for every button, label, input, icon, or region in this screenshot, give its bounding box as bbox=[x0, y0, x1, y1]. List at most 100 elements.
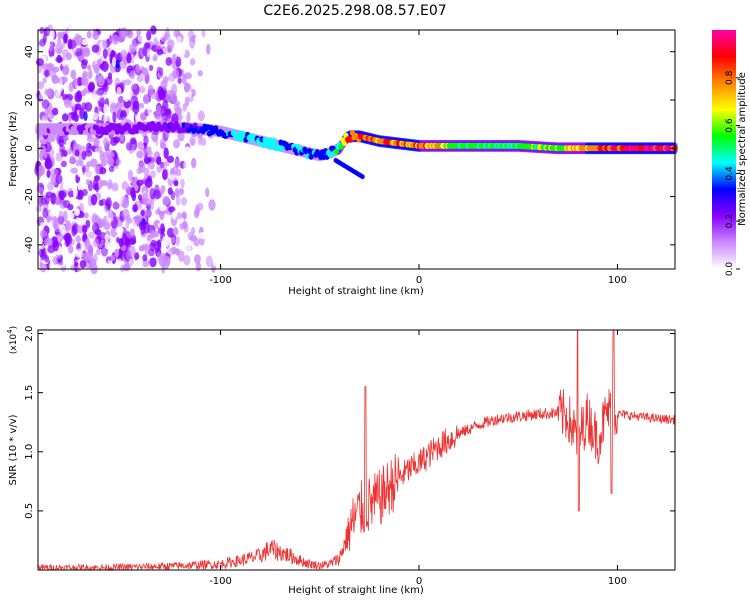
heatmap-x-tick-label: 0 bbox=[416, 275, 422, 286]
heatmap-noise-cell bbox=[101, 60, 109, 73]
heatmap-noise-cell bbox=[87, 64, 92, 71]
heatmap-noise-cell bbox=[98, 199, 104, 207]
heatmap-noise-cell bbox=[102, 28, 109, 41]
heatmap-noise-cell bbox=[56, 54, 62, 64]
heatmap-noise-cell bbox=[162, 195, 170, 205]
heatmap-ridge-cell bbox=[272, 137, 278, 144]
heatmap-noise-cell bbox=[136, 168, 143, 175]
heatmap-noise-cell bbox=[164, 255, 171, 267]
heatmap-noise-cell bbox=[125, 142, 133, 151]
heatmap-noise-cell bbox=[203, 71, 210, 84]
heatmap-noise-cell bbox=[69, 155, 76, 164]
heatmap-noise-cell bbox=[117, 164, 124, 172]
heatmap-noise-cell bbox=[39, 221, 45, 231]
snr-background bbox=[38, 330, 675, 570]
heatmap-noise-cell bbox=[112, 111, 117, 124]
heatmap-noise-cell bbox=[174, 158, 180, 170]
heatmap-noise-cell bbox=[190, 138, 195, 147]
heatmap-noise-cell bbox=[186, 203, 192, 216]
heatmap-noise-cell bbox=[90, 93, 97, 105]
heatmap-noise-cell bbox=[162, 169, 168, 181]
heatmap-noise-cell bbox=[72, 55, 79, 66]
heatmap-noise-cell bbox=[123, 79, 132, 86]
heatmap-noise-cell bbox=[119, 60, 128, 70]
heatmap-noise-cell bbox=[129, 43, 137, 53]
heatmap-noise-cell bbox=[172, 53, 177, 61]
heatmap-noise-cell bbox=[44, 255, 50, 263]
heatmap-noise-cell bbox=[74, 149, 80, 157]
heatmap-noise-cell bbox=[221, 235, 229, 246]
heatmap-noise-cell bbox=[167, 187, 173, 195]
heatmap-noise-cell bbox=[198, 164, 203, 173]
heatmap-noise-cell bbox=[129, 228, 135, 237]
heatmap-noise-cell bbox=[116, 193, 124, 205]
heatmap-noise-cell bbox=[57, 37, 62, 45]
heatmap-noise-cell bbox=[136, 150, 144, 159]
heatmap-noise-cell bbox=[196, 185, 203, 195]
heatmap-noise-cell bbox=[49, 219, 54, 227]
heatmap-noise-cell bbox=[148, 248, 155, 257]
heatmap-ridge-tail bbox=[360, 174, 365, 180]
heatmap-ridge-cell bbox=[168, 121, 174, 128]
heatmap-noise-cell bbox=[70, 264, 76, 272]
colorbar-tick-label: 0.4 bbox=[725, 166, 735, 181]
heatmap-noise-cell bbox=[97, 178, 103, 190]
heatmap-noise-cell bbox=[122, 91, 130, 102]
heatmap-noise-cell bbox=[49, 261, 55, 272]
heatmap-noise-cell bbox=[147, 105, 153, 116]
heatmap-noise-cell bbox=[200, 262, 207, 273]
heatmap-noise-cell bbox=[214, 264, 220, 273]
heatmap-noise-cell bbox=[111, 190, 119, 199]
heatmap-noise-cell bbox=[134, 113, 140, 121]
heatmap-noise-cell bbox=[47, 181, 55, 191]
heatmap-noise-cell bbox=[96, 75, 105, 87]
heatmap-noise-cell bbox=[91, 112, 99, 121]
heatmap-noise-cell bbox=[63, 98, 71, 109]
heatmap-noise-cell bbox=[183, 146, 192, 158]
heatmap-x-tick-label: 100 bbox=[608, 275, 627, 286]
heatmap-noise-cell bbox=[107, 179, 113, 188]
heatmap-noise-cell bbox=[73, 77, 78, 86]
heatmap-ridge-cell bbox=[308, 153, 314, 160]
heatmap-noise-cell bbox=[173, 180, 179, 187]
heatmap-y-label: Frequency (Hz) bbox=[8, 111, 19, 187]
heatmap-noise-cell bbox=[37, 45, 42, 53]
heatmap-noise-cell bbox=[132, 204, 138, 213]
heatmap-noise-cell bbox=[102, 38, 108, 50]
heatmap-noise-cell bbox=[102, 82, 109, 93]
heatmap-noise-cell bbox=[67, 245, 74, 254]
heatmap-noise-cell bbox=[76, 90, 82, 101]
heatmap-noise-cell bbox=[111, 34, 120, 45]
heatmap-noise-cell bbox=[82, 224, 88, 234]
heatmap-noise-cell bbox=[59, 224, 67, 235]
heatmap-y-tick-label: -20 bbox=[24, 188, 35, 204]
heatmap-panel: -100 0 100 -40 -20 0 20 40 Height of straight … bbox=[8, 24, 678, 297]
heatmap-noise-cell bbox=[141, 192, 149, 203]
heatmap-noise-cell bbox=[143, 167, 150, 176]
heatmap-noise-cell bbox=[180, 47, 186, 56]
heatmap-noise-cell bbox=[60, 160, 67, 168]
heatmap-noise-cell bbox=[83, 111, 88, 122]
figure-title: C2E6.2025.298.08.57.E07 bbox=[263, 3, 446, 19]
heatmap-noise-cell bbox=[80, 240, 85, 252]
heatmap-noise-cell bbox=[102, 151, 110, 159]
colorbar-tick-label: 0.8 bbox=[725, 70, 735, 85]
heatmap-noise-cell bbox=[77, 215, 84, 226]
heatmap-noise-cell bbox=[88, 258, 97, 268]
heatmap-noise-cell bbox=[75, 48, 83, 57]
heatmap-noise-cell bbox=[92, 238, 100, 248]
heatmap-ridge-cell bbox=[279, 145, 285, 152]
heatmap-noise-cell bbox=[58, 190, 67, 200]
heatmap-noise-cell bbox=[41, 63, 50, 70]
heatmap-noise-cell bbox=[158, 204, 167, 212]
heatmap-noise-cell bbox=[201, 29, 206, 38]
heatmap-noise-cell bbox=[163, 147, 169, 159]
snr-x-label: Height of straight line (km) bbox=[288, 585, 424, 596]
heatmap-noise-cell bbox=[39, 138, 48, 145]
heatmap-noise-cell bbox=[140, 210, 145, 217]
heatmap-noise-cell bbox=[156, 165, 162, 174]
heatmap-noise-cell bbox=[147, 161, 155, 170]
heatmap-noise-cell bbox=[176, 261, 181, 271]
heatmap-ridge bbox=[35, 120, 678, 180]
heatmap-noise-cell bbox=[142, 46, 148, 57]
